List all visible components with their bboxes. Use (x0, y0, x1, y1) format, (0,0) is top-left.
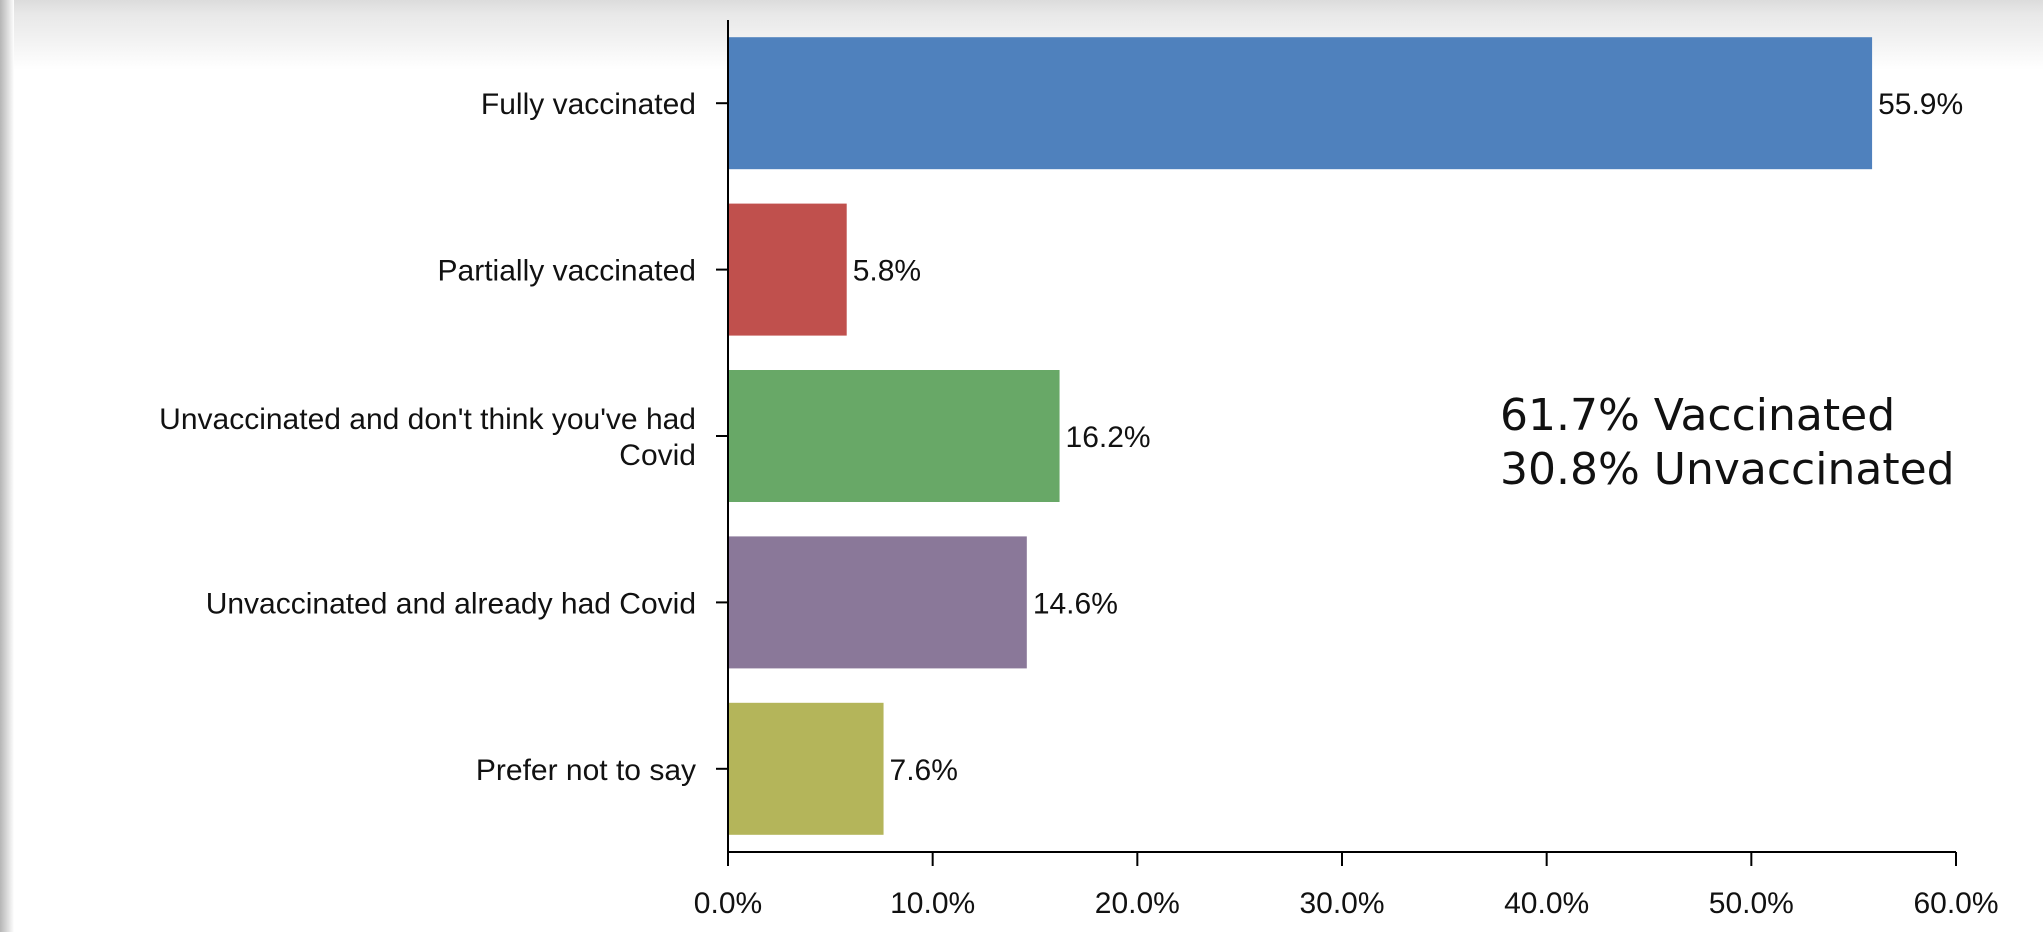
x-tick-label: 20.0% (1095, 887, 1180, 920)
bar-1 (728, 37, 1873, 170)
x-tick-label: 40.0% (1504, 887, 1589, 920)
axes-layer (716, 20, 1957, 866)
x-tick-label: 10.0% (890, 887, 975, 920)
bar-value-label: 16.2% (1066, 421, 1151, 454)
category-label: Fully vaccinated (481, 88, 696, 121)
x-tick-label: 60.0% (1913, 887, 1998, 920)
x-tick-label: 50.0% (1709, 887, 1794, 920)
bar-4 (728, 536, 1027, 669)
bar-2 (728, 203, 847, 336)
bar-value-label: 7.6% (890, 754, 958, 787)
x-tick-label: 0.0% (694, 887, 762, 920)
bar-value-label: 14.6% (1033, 587, 1118, 620)
category-label: Unvaccinated and don't think you've had (159, 403, 696, 436)
category-label: Partially vaccinated (438, 255, 696, 288)
bars-layer (728, 37, 1873, 835)
annotation-line: 61.7% Vaccinated (1500, 390, 1895, 441)
annotation-line: 30.8% Unvaccinated (1500, 444, 1955, 495)
category-label: Prefer not to say (476, 754, 696, 787)
bar-value-label: 5.8% (853, 255, 921, 288)
category-label: Covid (619, 439, 696, 472)
bar-3 (728, 370, 1060, 502)
category-label: Unvaccinated and already had Covid (206, 587, 696, 620)
bar-value-label: 55.9% (1878, 88, 1963, 121)
bar-5 (728, 702, 884, 835)
x-tick-label: 30.0% (1299, 887, 1384, 920)
labels-layer: 55.9% Fully vaccinated 5.8% Partially vacci… (159, 88, 1998, 920)
slide-edge-shadow (0, 0, 14, 932)
